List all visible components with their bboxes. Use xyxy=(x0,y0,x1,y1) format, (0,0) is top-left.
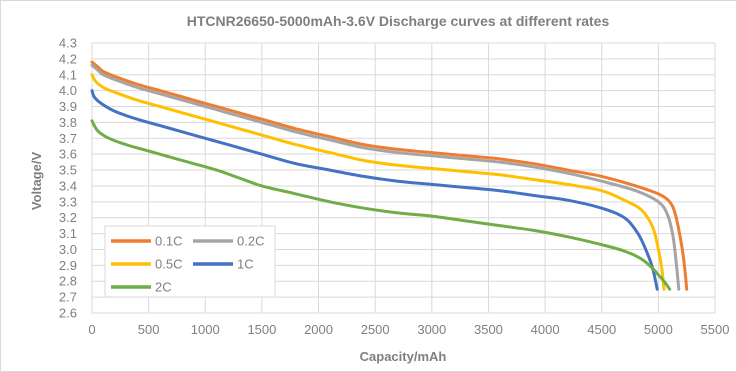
y-tick-label: 3.2 xyxy=(59,210,77,225)
y-tick-label: 3.6 xyxy=(59,147,77,162)
y-tick-label: 4.3 xyxy=(59,36,77,51)
x-tick-label: 3500 xyxy=(474,322,503,337)
series-line-2C xyxy=(90,119,672,291)
y-tick-label: 3.9 xyxy=(59,99,77,114)
x-tick-label: 1500 xyxy=(247,322,276,337)
y-tick-label: 2.6 xyxy=(59,306,77,321)
x-tick-label: 4000 xyxy=(531,322,560,337)
y-tick-label: 3.5 xyxy=(59,163,77,178)
legend-label: 0.1C xyxy=(155,234,182,249)
y-tick-label: 2.7 xyxy=(59,290,77,305)
x-tick-label: 5500 xyxy=(701,322,730,337)
y-tick-label: 4.0 xyxy=(59,83,77,98)
legend-label: 2C xyxy=(155,280,172,295)
y-axis-title: Voltage/V xyxy=(29,152,44,211)
series-line-0-1C xyxy=(90,60,689,291)
y-tick-label: 3.7 xyxy=(59,131,77,146)
y-tick-label: 4.1 xyxy=(59,67,77,82)
x-tick-label: 2000 xyxy=(304,322,333,337)
y-tick-label: 2.8 xyxy=(59,274,77,289)
series-line-0-2C xyxy=(90,63,681,291)
series-line-0-5C xyxy=(90,73,666,291)
legend-label: 0.2C xyxy=(237,234,264,249)
legend-label: 1C xyxy=(237,257,254,272)
legend: 0.1C 0.2C 0.5C 1C 2C xyxy=(104,225,276,298)
x-tick-label: 2500 xyxy=(361,322,390,337)
x-tick-label: 500 xyxy=(138,322,160,337)
y-tick-label: 3.1 xyxy=(59,226,77,241)
legend-box xyxy=(104,225,276,298)
y-tick-label: 4.2 xyxy=(59,51,77,66)
x-tick-label: 5000 xyxy=(644,322,673,337)
y-tick-label: 3.8 xyxy=(59,115,77,130)
y-tick-label: 2.9 xyxy=(59,258,77,273)
x-tick-labels: 0 500 1000 1500 2000 2500 3000 3500 4000 4500 5000… xyxy=(88,322,729,337)
x-tick-label: 3000 xyxy=(417,322,446,337)
x-axis-title: Capacity/mAh xyxy=(360,349,447,364)
y-tick-label: 3.3 xyxy=(59,194,77,209)
chart-title: HTCNR26650-5000mAh-3.6V Discharge curves… xyxy=(187,13,610,29)
x-tick-label: 4500 xyxy=(587,322,616,337)
y-tick-label: 3.0 xyxy=(59,242,77,257)
legend-label: 0.5C xyxy=(155,257,182,272)
y-tick-label: 3.4 xyxy=(59,178,77,193)
x-tick-label: 1000 xyxy=(191,322,220,337)
series-line-1C xyxy=(90,89,659,291)
x-tick-label: 0 xyxy=(88,322,95,337)
y-tick-labels: 2.62.72.82.93.03.13.23.33.43.53.63.73.83… xyxy=(59,36,77,321)
series-lines xyxy=(90,60,689,291)
